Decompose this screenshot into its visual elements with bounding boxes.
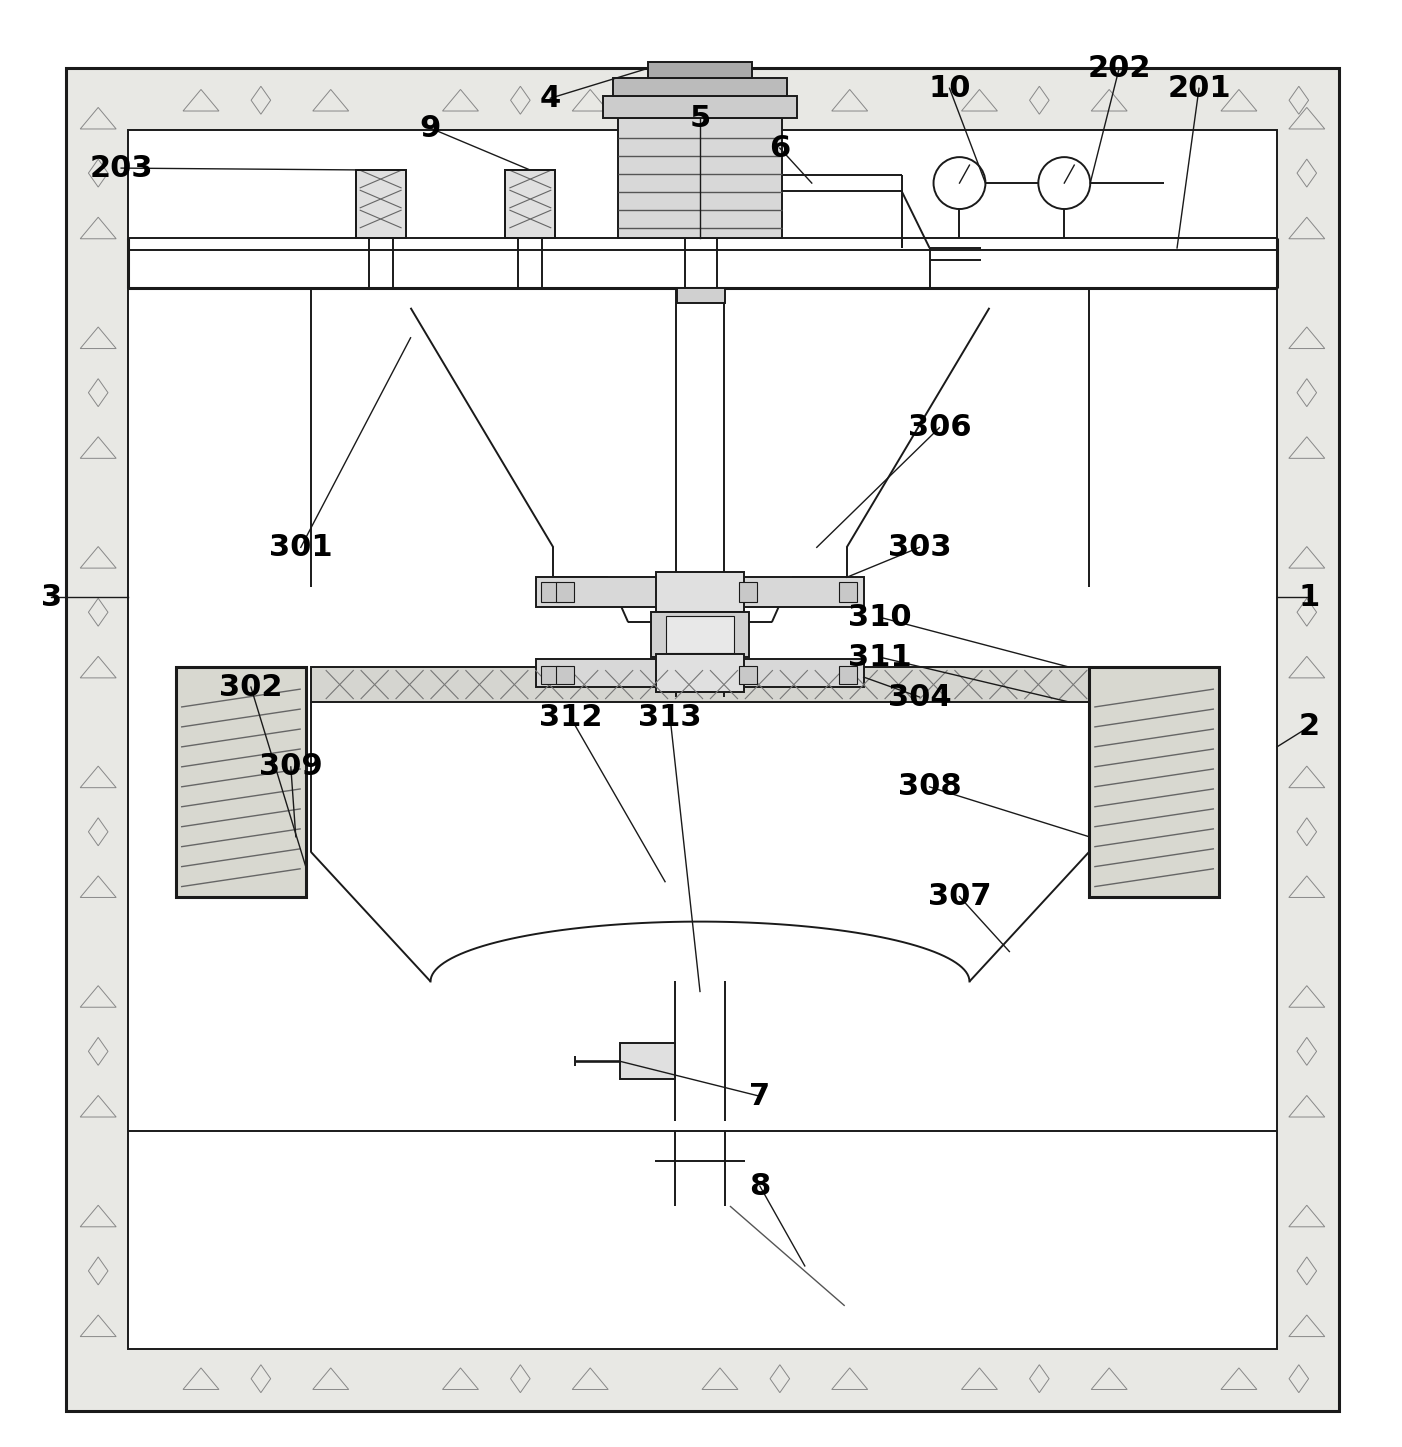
Text: 8: 8 (749, 1172, 771, 1201)
Bar (838, 582, 857, 602)
Bar (620, 1043, 674, 1079)
Bar (723, 660, 864, 687)
Bar (739, 582, 757, 602)
Bar (311, 667, 1089, 702)
Bar (557, 666, 575, 684)
Text: 307: 307 (928, 883, 991, 912)
Bar (541, 582, 559, 602)
Bar (677, 288, 725, 302)
Bar (656, 654, 744, 692)
Text: 310: 310 (848, 603, 911, 632)
Text: 201: 201 (1168, 74, 1231, 103)
Bar (356, 171, 405, 237)
Bar (613, 78, 787, 97)
Bar (541, 666, 559, 684)
Bar (505, 171, 555, 237)
Text: 302: 302 (219, 673, 283, 702)
Bar (505, 171, 555, 237)
Circle shape (934, 158, 986, 208)
Bar (177, 667, 306, 897)
Text: 1: 1 (1298, 583, 1319, 612)
Bar (618, 119, 782, 237)
Text: 203: 203 (90, 153, 153, 182)
Bar (666, 616, 733, 653)
Bar (838, 666, 857, 684)
Bar (651, 612, 749, 657)
Bar (537, 660, 676, 687)
Bar (356, 171, 405, 237)
Text: 2: 2 (1298, 712, 1319, 741)
Text: 301: 301 (269, 532, 332, 561)
Text: 7: 7 (749, 1082, 771, 1111)
Text: 308: 308 (897, 773, 962, 802)
Bar (739, 666, 757, 684)
Text: 312: 312 (538, 702, 601, 732)
Text: 9: 9 (419, 114, 442, 143)
Text: 313: 313 (638, 702, 702, 732)
Bar (723, 577, 864, 608)
Text: 4: 4 (540, 84, 561, 113)
Circle shape (1039, 158, 1091, 208)
Bar (1089, 667, 1218, 897)
Text: 3: 3 (41, 583, 62, 612)
Bar (648, 62, 751, 78)
Text: 202: 202 (1088, 54, 1151, 82)
Text: 303: 303 (887, 532, 952, 561)
Text: 306: 306 (907, 412, 972, 443)
Bar (603, 97, 796, 119)
Bar (537, 577, 676, 608)
Text: 309: 309 (259, 752, 322, 781)
Text: 6: 6 (770, 133, 791, 162)
Text: 5: 5 (690, 104, 711, 133)
Text: 304: 304 (887, 683, 952, 712)
Text: 311: 311 (848, 642, 911, 671)
Bar (128, 130, 1277, 1349)
Text: 10: 10 (928, 74, 970, 103)
Bar (557, 582, 575, 602)
Bar (656, 573, 744, 612)
